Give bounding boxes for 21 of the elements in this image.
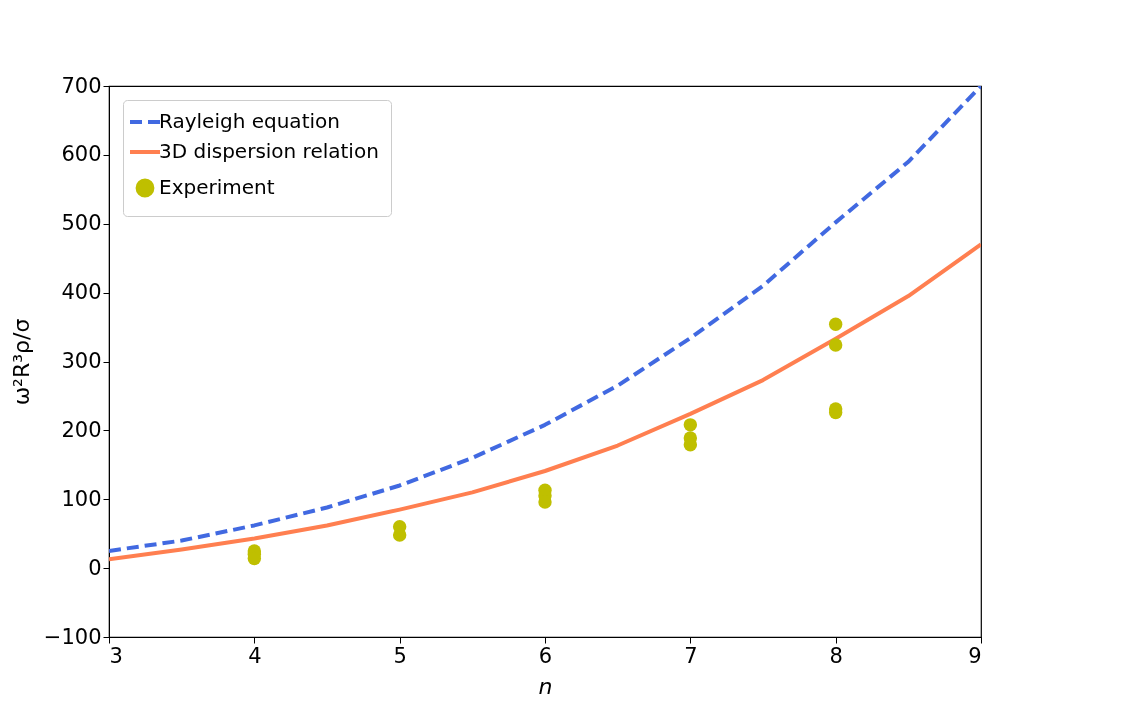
x-tick-label: 6 (538, 643, 553, 668)
y-tick-label: 0 (88, 555, 102, 580)
y-tick-label: 200 (61, 417, 102, 442)
y-tick-label: 300 (61, 349, 102, 373)
legend-label: 3D dispersion relation (159, 139, 379, 163)
x-tick-label: 5 (393, 643, 407, 668)
y-tick-label: −100 (43, 624, 102, 649)
legend-label: Rayleigh equation (159, 109, 340, 133)
legend-label: Experiment (159, 175, 275, 199)
x-tick-label: 8 (829, 643, 843, 668)
y-tick-label: 400 (61, 280, 102, 305)
y-tick-label: 600 (61, 142, 102, 167)
x-tick-label: 4 (248, 643, 262, 668)
x-tick-label: 7 (684, 643, 698, 668)
x-tick-label: 9 (968, 643, 982, 668)
y-tick-label: 700 (61, 73, 102, 98)
x-tick-label: 3 (109, 643, 123, 668)
y-tick-label: 500 (61, 211, 102, 236)
y-tick-label: 100 (61, 486, 102, 511)
y-axis-title: ω²R³ρ/σ (8, 318, 34, 406)
x-axis-title: n (538, 673, 553, 699)
